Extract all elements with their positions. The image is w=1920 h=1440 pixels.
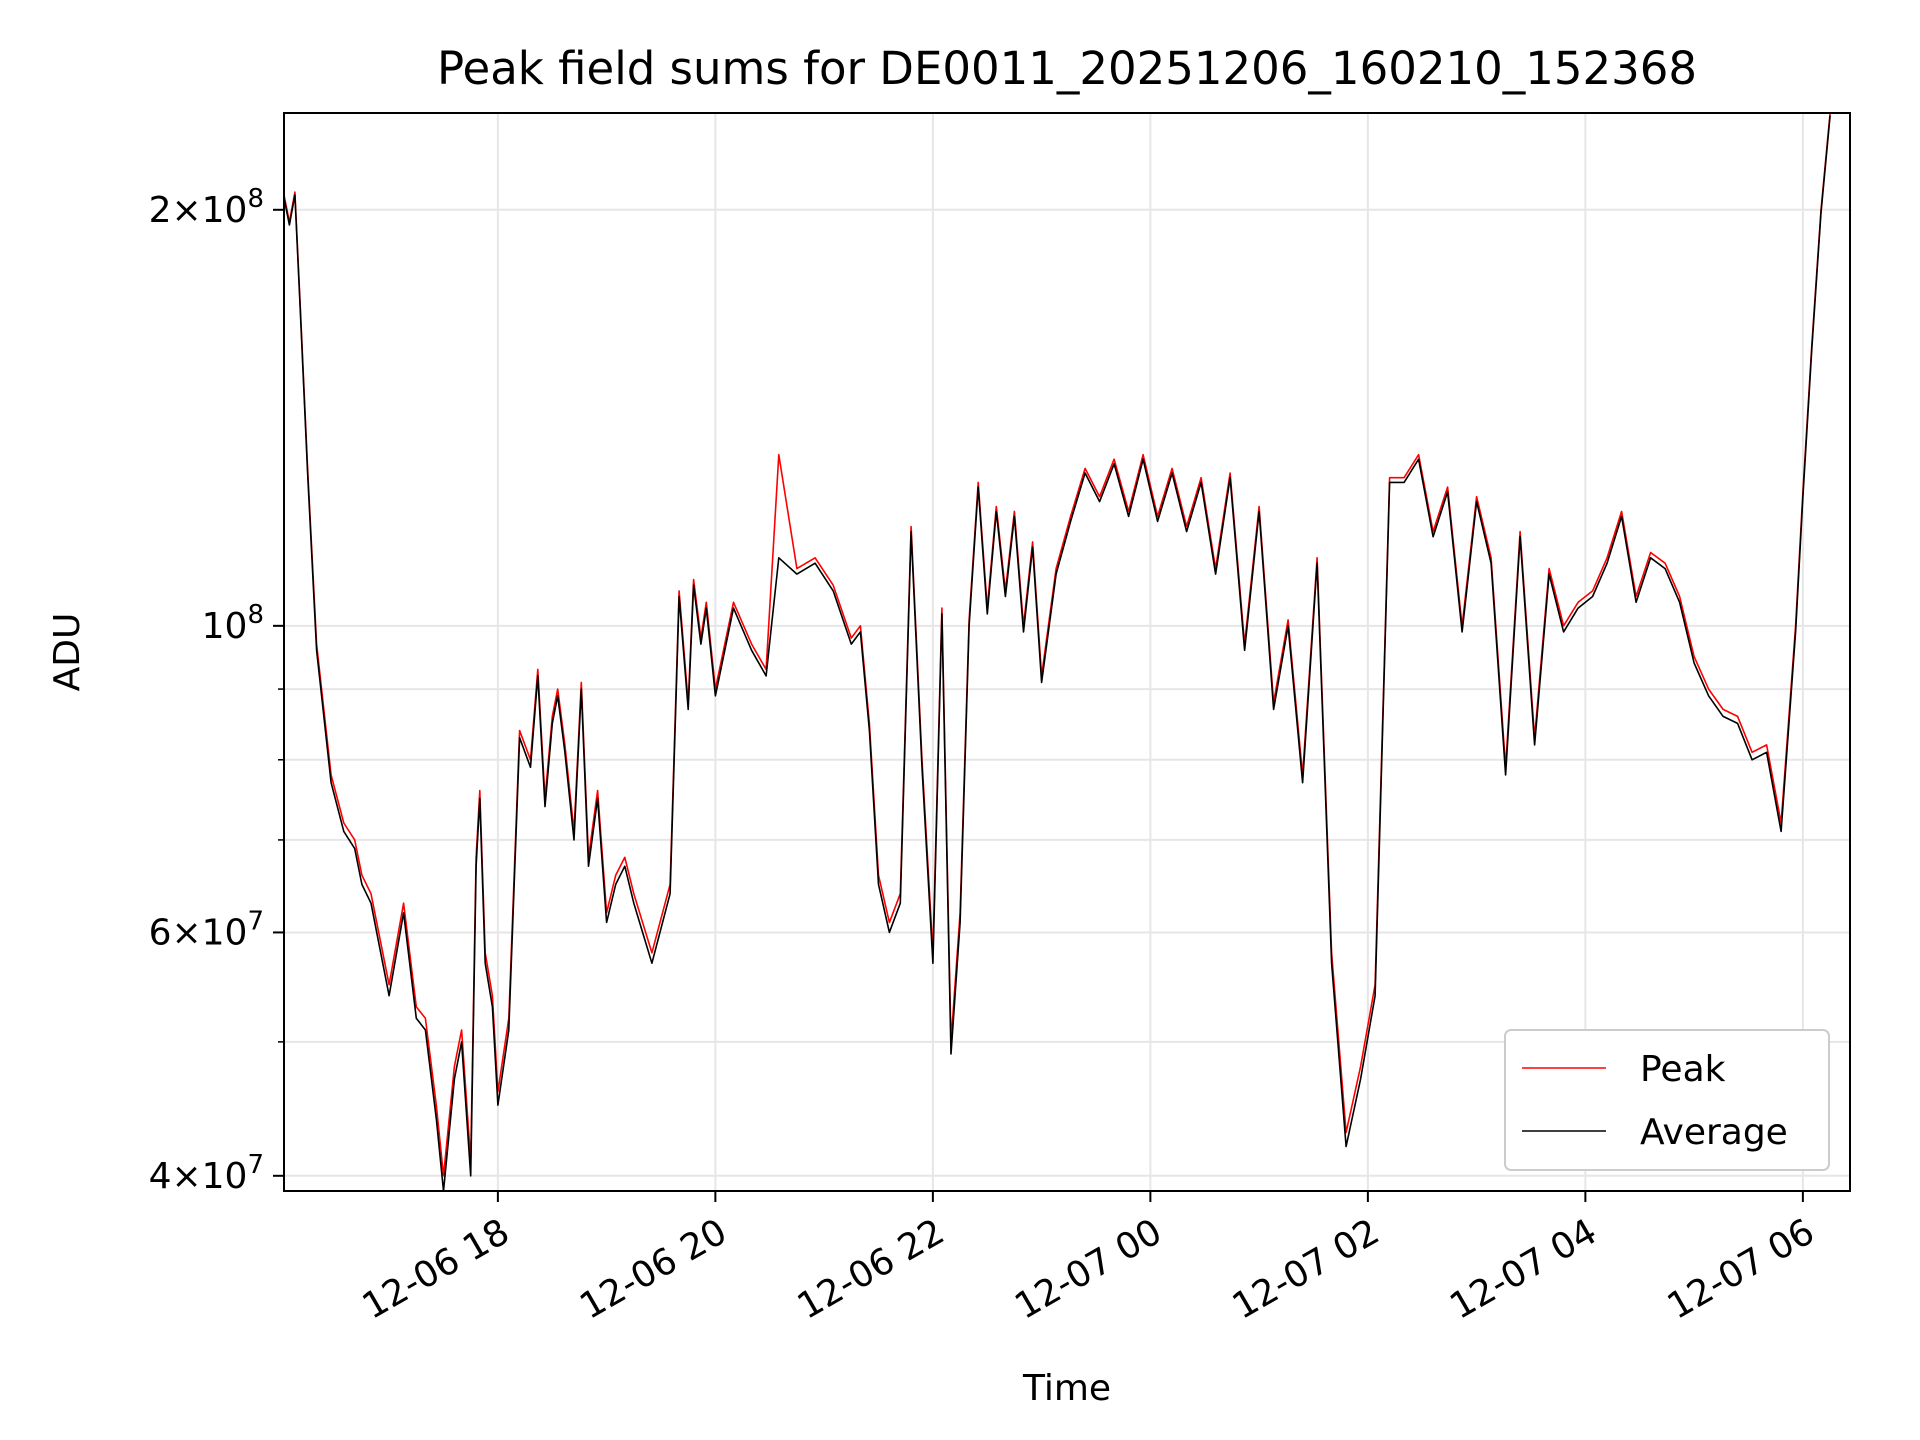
- x-axis-label: Time: [1022, 1368, 1111, 1409]
- y-tick-label: 108: [202, 600, 264, 647]
- y-tick-label: 2×108: [149, 184, 264, 231]
- legend-label-average: Average: [1640, 1112, 1788, 1153]
- grid: [284, 113, 1850, 1191]
- legend-box: [1504, 1029, 1830, 1171]
- plot-frame: [283, 112, 1851, 1192]
- chart-title: Peak field sums for DE0011_20251206_1602…: [437, 42, 1697, 95]
- y-tick-label: 6×107: [149, 906, 264, 953]
- y-axis: 4×107 6×107 108 2×108: [149, 184, 284, 1197]
- series-lines: [283, 112, 1831, 1192]
- series-line-average: [283, 115, 1831, 1192]
- y-axis-label: ADU: [47, 613, 88, 692]
- legend-label-peak: Peak: [1640, 1049, 1726, 1090]
- legend: Peak Average: [1504, 1029, 1830, 1171]
- y-tick-label: 4×107: [149, 1150, 264, 1197]
